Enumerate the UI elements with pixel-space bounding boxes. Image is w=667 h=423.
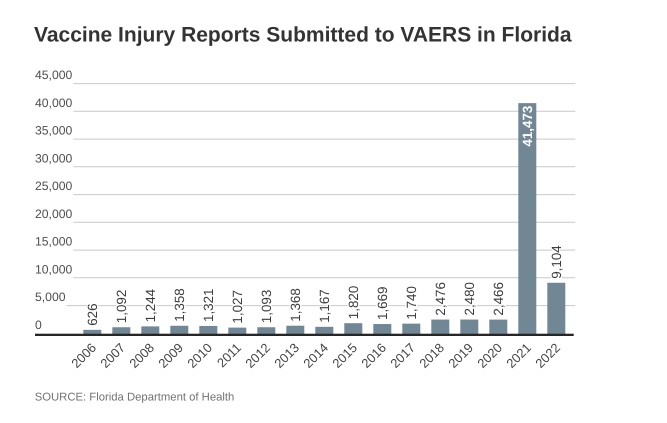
svg-text:2,476: 2,476 xyxy=(433,282,448,316)
svg-text:1,321: 1,321 xyxy=(201,288,216,322)
svg-text:30,000: 30,000 xyxy=(35,151,72,165)
svg-text:2,480: 2,480 xyxy=(462,282,477,316)
svg-text:1,167: 1,167 xyxy=(317,289,332,323)
svg-text:1,093: 1,093 xyxy=(259,290,274,324)
svg-text:15,000: 15,000 xyxy=(35,235,72,249)
svg-text:SOURCE: Florida Department of: SOURCE: Florida Department of Health xyxy=(35,392,235,404)
svg-text:25,000: 25,000 xyxy=(35,179,72,193)
svg-text:1,368: 1,368 xyxy=(288,288,303,322)
svg-text:45,000: 45,000 xyxy=(35,68,72,82)
svg-text:1,820: 1,820 xyxy=(346,286,361,320)
svg-text:1,740: 1,740 xyxy=(404,286,419,320)
svg-text:35,000: 35,000 xyxy=(35,124,72,138)
svg-text:9,104: 9,104 xyxy=(549,245,564,279)
svg-text:41,473: 41,473 xyxy=(520,106,535,147)
svg-text:1,358: 1,358 xyxy=(172,288,187,322)
svg-text:Vaccine Injury Reports Submitt: Vaccine Injury Reports Submitted to VAER… xyxy=(34,23,572,46)
svg-text:0: 0 xyxy=(35,318,42,332)
svg-text:1,244: 1,244 xyxy=(143,288,158,322)
svg-text:626: 626 xyxy=(85,303,100,325)
svg-text:5,000: 5,000 xyxy=(35,290,66,304)
svg-text:1,092: 1,092 xyxy=(114,290,129,324)
svg-text:40,000: 40,000 xyxy=(35,96,72,110)
svg-text:1,669: 1,669 xyxy=(375,286,390,320)
svg-text:1,027: 1,027 xyxy=(230,290,245,324)
svg-text:20,000: 20,000 xyxy=(35,207,72,221)
svg-text:2,466: 2,466 xyxy=(491,282,506,316)
svg-text:10,000: 10,000 xyxy=(35,262,72,276)
